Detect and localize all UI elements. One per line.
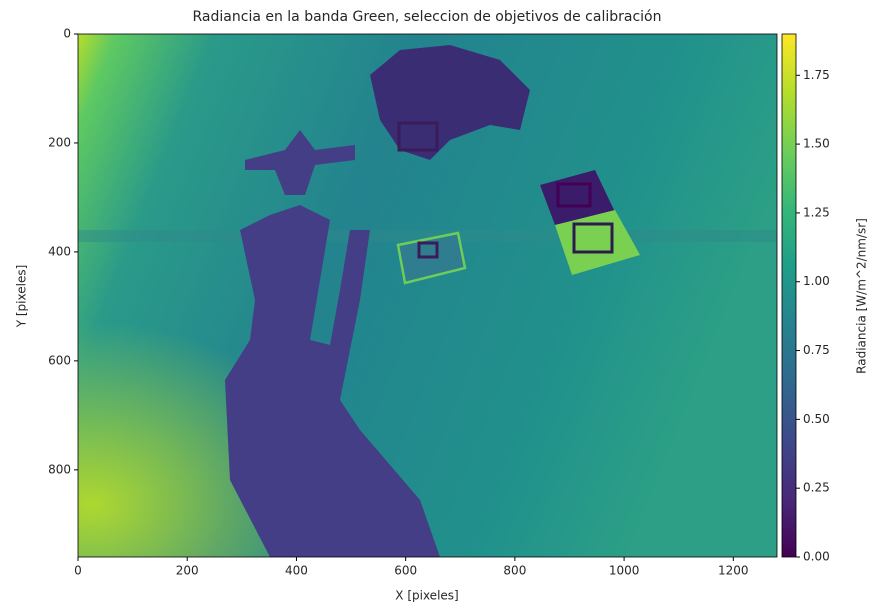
x-tick-label: 600 bbox=[394, 564, 417, 578]
radiance-image bbox=[78, 34, 777, 557]
colorbar-label: Radiancia [W/m^2/nm/sr] bbox=[855, 218, 869, 374]
y-tick-label: 600 bbox=[48, 353, 71, 367]
y-tick-label: 400 bbox=[48, 244, 71, 258]
y-tick-label: 0 bbox=[63, 27, 71, 41]
colorbar-tick-label: 0.75 bbox=[803, 343, 830, 357]
x-tick-label: 400 bbox=[285, 564, 308, 578]
colorbar bbox=[782, 34, 796, 557]
colorbar-tick-label: 1.25 bbox=[803, 205, 830, 219]
colorbar-tick-label: 1.75 bbox=[803, 68, 830, 82]
chart-title: Radiancia en la banda Green, seleccion d… bbox=[193, 9, 662, 25]
x-tick-label: 800 bbox=[503, 564, 526, 578]
chart: Radiancia en la banda Green, seleccion d… bbox=[0, 0, 873, 608]
colorbar-tick-label: 1.00 bbox=[803, 274, 830, 288]
x-tick-label: 1200 bbox=[718, 564, 749, 578]
x-tick-label: 0 bbox=[74, 564, 82, 578]
y-tick-label: 800 bbox=[48, 462, 71, 476]
colorbar-tick-label: 0.25 bbox=[803, 481, 830, 495]
y-tick-label: 200 bbox=[48, 135, 71, 149]
x-tick-label: 1000 bbox=[609, 564, 640, 578]
colorbar-tick-label: 0.00 bbox=[803, 550, 830, 564]
x-axis-label: X [pixeles] bbox=[395, 589, 458, 603]
colorbar-tick-label: 0.50 bbox=[803, 412, 830, 426]
colorbar-tick-label: 1.50 bbox=[803, 137, 830, 151]
y-axis-label: Y [pixeles] bbox=[15, 265, 29, 329]
x-tick-label: 200 bbox=[176, 564, 199, 578]
